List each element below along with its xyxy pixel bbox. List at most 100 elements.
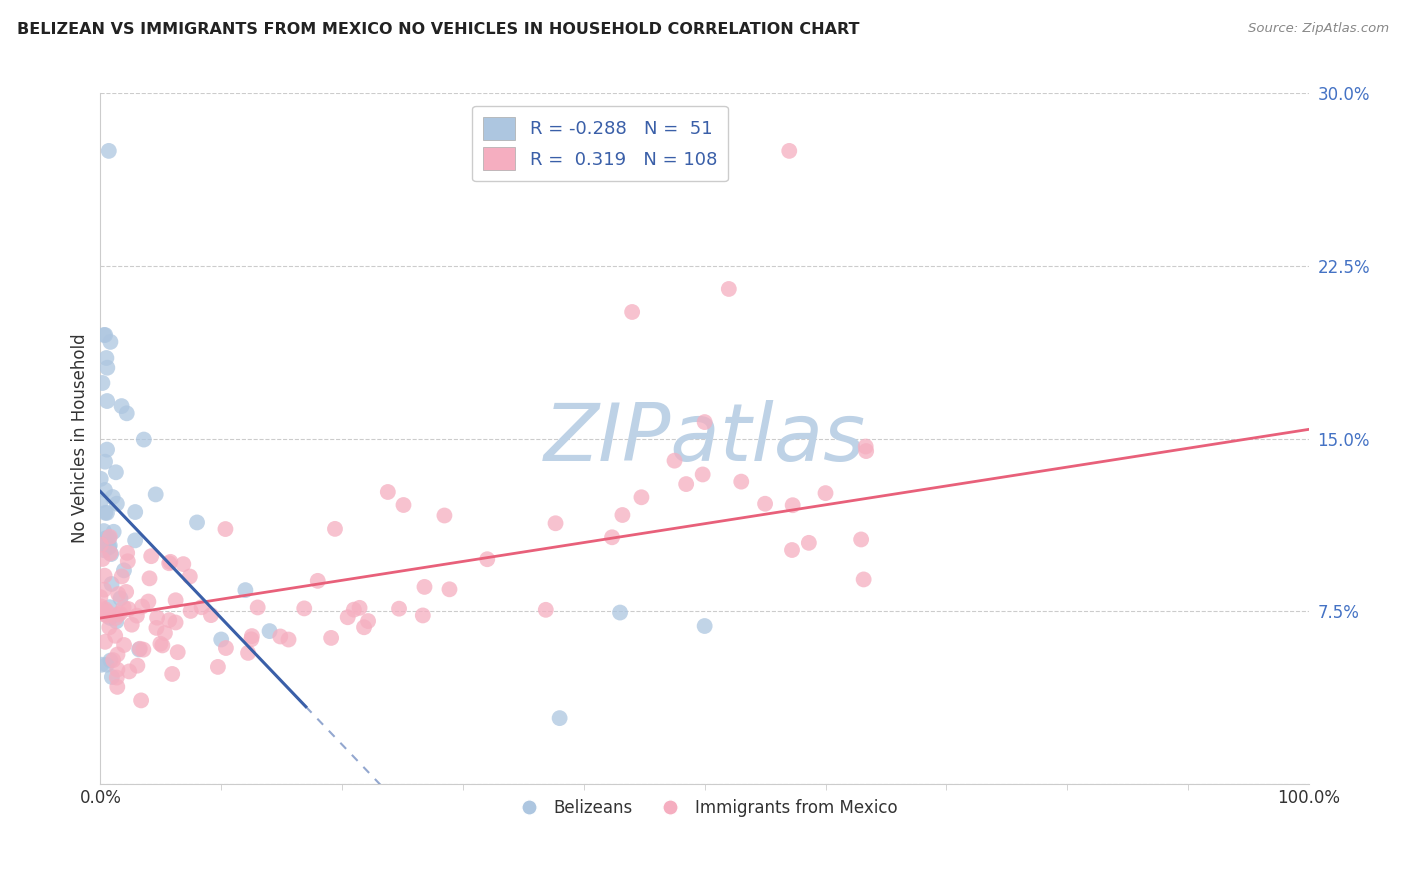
Point [117,602,139,616]
Point [96,605,118,619]
Point [94,531,117,545]
Point [145,487,167,501]
Point [236,646,259,660]
Point [93,582,115,597]
Point [240,632,263,647]
Point [797,536,820,550]
Point [96,394,118,409]
Point [412,608,434,623]
Point [103,524,125,539]
Point [477,552,499,566]
Point [115,546,138,560]
Point [98,538,121,552]
Point [292,601,315,615]
Text: BELIZEAN VS IMMIGRANTS FROM MEXICO NO VEHICLES IN HOUSEHOLD CORRELATION CHART: BELIZEAN VS IMMIGRANTS FROM MEXICO NO VE… [17,22,859,37]
Point [675,477,697,491]
Point [105,663,128,677]
Point [548,711,571,725]
Point [112,563,135,577]
Point [277,632,299,647]
Point [157,613,180,627]
Point [90,657,112,672]
Point [90,472,112,486]
Point [101,670,124,684]
Point [165,615,187,630]
Point [609,606,631,620]
Point [717,282,740,296]
Point [630,490,652,504]
Point [240,629,263,643]
Point [259,624,281,639]
Point [104,465,127,479]
Point [349,600,371,615]
Point [118,665,141,679]
Point [664,453,686,467]
Point [179,569,201,583]
Point [115,406,138,420]
Point [153,626,176,640]
Point [93,543,115,558]
Point [94,483,117,497]
Point [693,415,716,429]
Point [124,505,146,519]
Point [91,376,114,390]
Point [323,522,346,536]
Point [336,610,359,624]
Point [855,440,877,454]
Point [235,583,257,598]
Point [105,680,128,694]
Point [121,617,143,632]
Point [357,614,380,628]
Point [94,328,117,343]
Point [112,600,135,615]
Point [90,493,112,508]
Point [621,305,644,319]
Point [730,475,752,489]
Point [150,639,173,653]
Point [93,537,115,551]
Point [90,599,112,614]
Point [100,334,122,349]
Point [112,638,135,652]
Point [94,602,117,616]
Text: ZIPatlas: ZIPatlas [544,400,866,477]
Point [100,547,122,561]
Point [100,577,122,591]
Point [778,144,800,158]
Point [377,485,399,500]
Point [209,632,232,647]
Point [125,608,148,623]
Point [91,604,114,618]
Point [89,590,111,604]
Point [392,498,415,512]
Point [96,657,118,672]
Point [780,543,803,558]
Point [149,637,172,651]
Point [129,693,152,707]
Point [93,607,115,622]
Point [439,582,461,597]
Point [105,615,128,629]
Point [138,571,160,585]
Point [93,328,115,343]
Point [93,524,115,538]
Point [93,568,115,582]
Point [98,611,121,625]
Point [110,399,132,413]
Point [343,602,366,616]
Point [307,574,329,588]
Point [98,600,121,615]
Point [98,620,121,634]
Point [107,607,129,622]
Point [91,552,114,566]
Point [172,557,194,571]
Point [544,516,567,531]
Point [98,531,121,545]
Point [353,620,375,634]
Text: Source: ZipAtlas.com: Source: ZipAtlas.com [1249,22,1389,36]
Point [849,533,872,547]
Point [855,444,877,458]
Point [98,541,121,555]
Point [693,619,716,633]
Point [96,360,118,375]
